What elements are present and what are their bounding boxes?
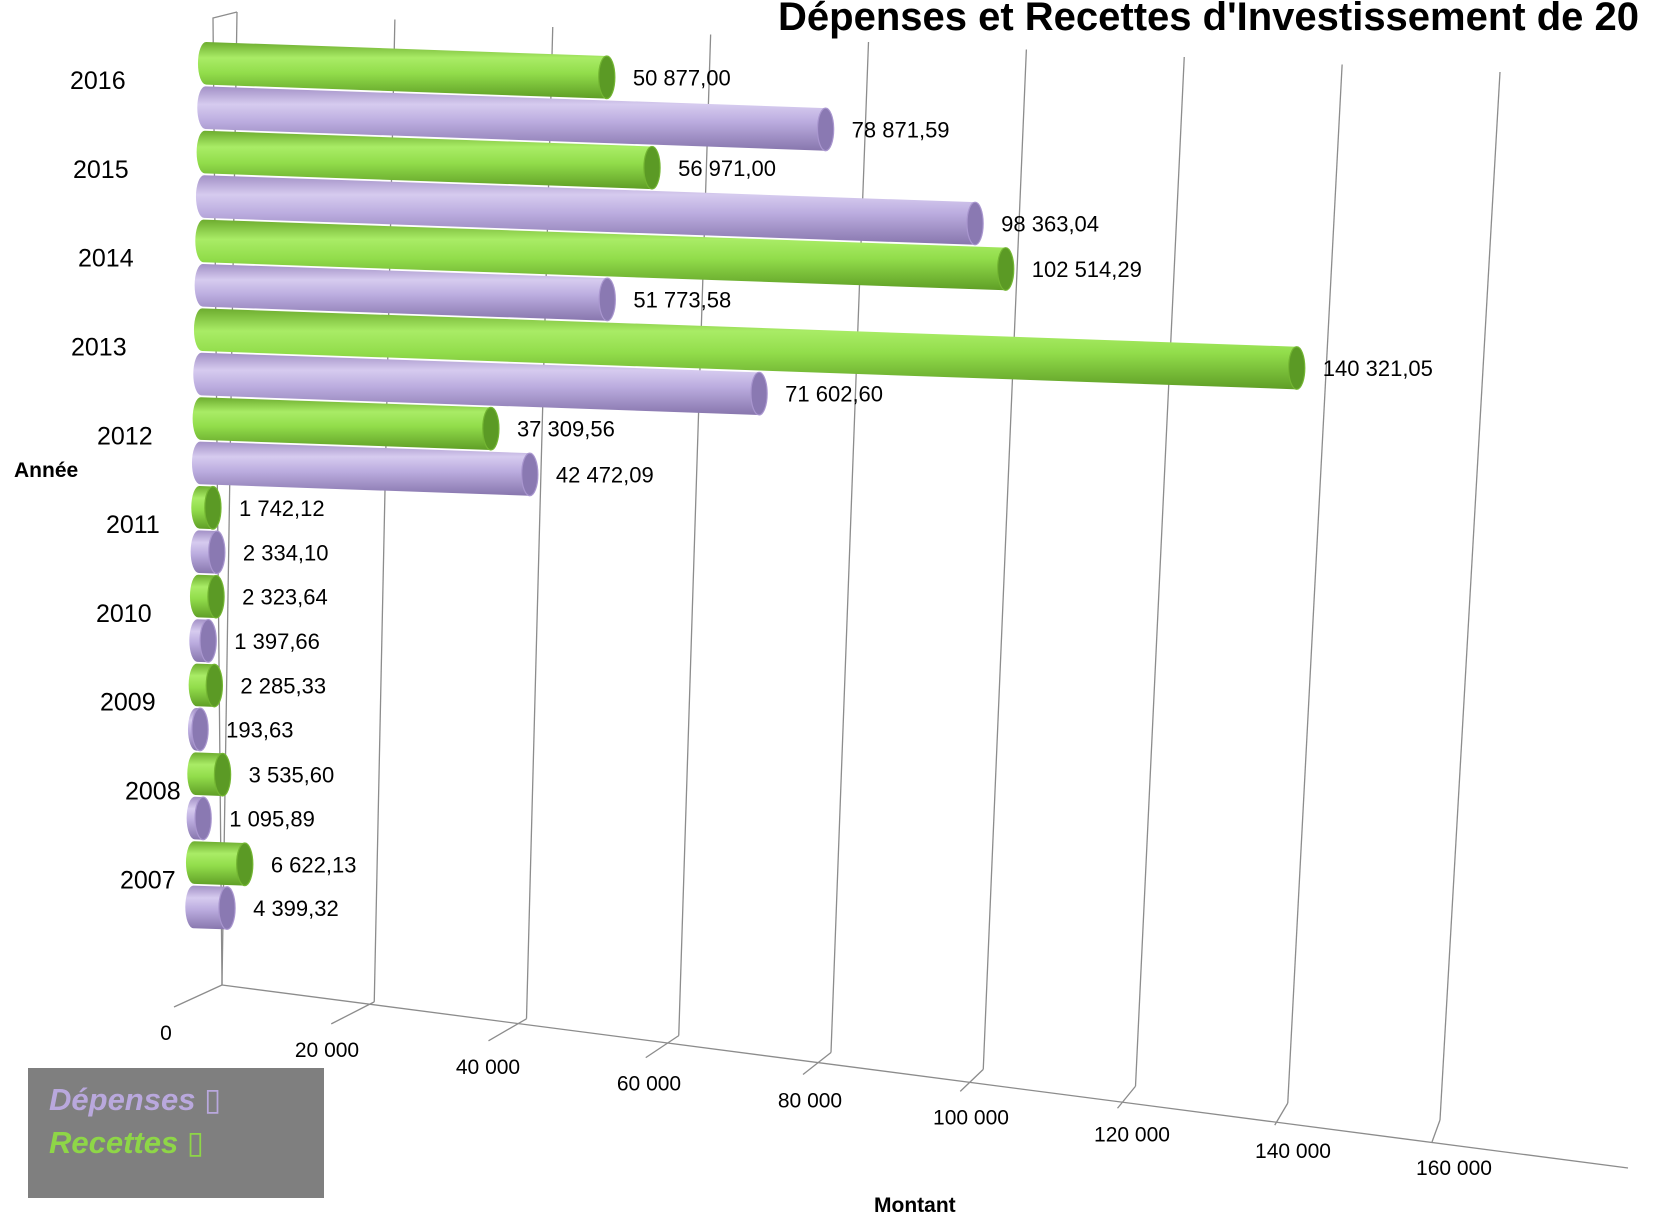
bar-recettes-2012 [192,397,499,450]
legend-box [28,1068,324,1198]
x-tick-label: 80 000 [778,1090,842,1113]
data-label: 1 742,12 [239,496,325,521]
bar-depenses-2008-cap [194,796,212,841]
gridline [1134,56,1185,1087]
bar-recettes-2015-cap [643,145,661,190]
data-label: 37 309,56 [517,417,615,442]
bar-depenses-2013-cap [750,371,768,416]
bar-depenses-2012-cap [521,452,539,497]
floor-gridline [1431,1119,1441,1143]
side-wall [212,11,238,986]
gridline [982,49,1028,1070]
x-tick-label: 160 000 [1416,1157,1492,1180]
bar-recettes-2007 [185,841,253,886]
data-label: 102 514,29 [1032,257,1142,282]
gridline [830,41,870,1053]
bar-depenses-2013 [193,352,768,415]
data-label: 140 321,05 [1323,356,1433,381]
x-tick-label: 120 000 [1094,1123,1170,1146]
y-tick-label: 2008 [125,777,181,805]
floor-gridline [1116,1085,1137,1109]
chart-title: Dépenses et Recettes d'Investissement de… [778,0,1639,39]
data-label: 42 472,09 [556,462,654,487]
data-label: 71 602,60 [785,382,883,407]
y-tick-label: 2013 [71,333,127,361]
data-label: 193,63 [226,717,293,742]
y-tick-label: 2010 [96,600,152,628]
bar-recettes-2016-cap [598,55,616,100]
y-tick-label: 2015 [73,156,129,184]
y-tick-label: 2007 [120,866,176,894]
data-label: 2 323,64 [242,585,328,610]
bar-recettes-2014-cap [996,247,1015,291]
bar-depenses-2012 [191,441,538,496]
data-label: 2 334,10 [243,540,329,565]
data-label: 98 363,04 [1001,211,1099,236]
bar-recettes-2009-cap [205,663,224,708]
legend-entry-depenses: Dépenses ▯ [49,1082,221,1117]
data-label: 56 971,00 [678,156,776,181]
floor-gridline [330,1001,375,1025]
y-tick-label: 2009 [100,689,156,717]
x-axis-title: Montant [874,1194,956,1217]
bar-recettes-2016 [197,42,615,99]
data-label: 1 095,89 [229,806,315,831]
bar-recettes-2011-cap [204,485,222,530]
legend: Dépenses ▯ Recettes ▯ [28,1068,324,1198]
y-tick-label: 2011 [106,511,160,539]
bar-depenses-2016-cap [816,107,835,152]
floor-gridline [173,984,223,1008]
data-label: 50 877,00 [633,65,731,90]
data-label: 78 871,59 [852,117,950,142]
y-tick-label: 2016 [70,67,126,95]
x-tick-label: 0 [160,1022,172,1045]
gridline [1439,71,1501,1121]
data-label: 3 535,60 [249,763,335,788]
data-label: 1 397,66 [234,629,320,654]
floor-gridline [645,1035,680,1059]
floor-edge [221,984,1629,1169]
data-label: 6 622,13 [271,852,357,877]
floor-gridline [802,1051,832,1076]
bar-recettes-2012-cap [482,406,500,451]
bar-depenses-2010-cap [199,618,217,663]
floor-gridline [1274,1102,1289,1126]
bar-recettes-2013 [193,308,1305,390]
x-tick-label: 100 000 [933,1106,1009,1129]
floor-gridline [488,1018,527,1042]
bar-depenses-2009-cap [191,707,209,752]
y-axis-title: Année [14,459,78,482]
bar-depenses-2015 [195,175,984,245]
bar-depenses-2011-cap [208,530,226,575]
bar-depenses-2014-cap [598,277,616,322]
bar-depenses-2007-cap [218,886,236,931]
gridline [1287,64,1343,1104]
floor-gridline [959,1068,984,1092]
bar-recettes-2014 [195,219,1014,291]
data-label: 2 285,33 [240,674,326,699]
bar-recettes-2008-cap [213,752,232,797]
x-tick-label: 40 000 [456,1056,520,1079]
x-tick-label: 140 000 [1255,1140,1331,1163]
bar-recettes-2015 [196,130,661,190]
bar-depenses-2015-cap [966,201,984,246]
bar-depenses-2016 [197,86,834,151]
data-label: 51 773,58 [633,287,731,312]
x-tick-label: 60 000 [617,1073,681,1096]
legend-entry-recettes: Recettes ▯ [49,1125,204,1160]
bar-recettes-2007-cap [236,842,254,887]
y-tick-label: 2014 [78,245,134,273]
y-tick-label: 2012 [97,422,153,450]
bar-recettes-2013-cap [1288,346,1306,390]
bar-depenses-2014 [194,264,616,321]
x-tick-label: 20 000 [295,1039,359,1062]
data-label: 4 399,32 [253,896,339,921]
gridline [678,34,712,1036]
bar-recettes-2010-cap [207,574,225,619]
